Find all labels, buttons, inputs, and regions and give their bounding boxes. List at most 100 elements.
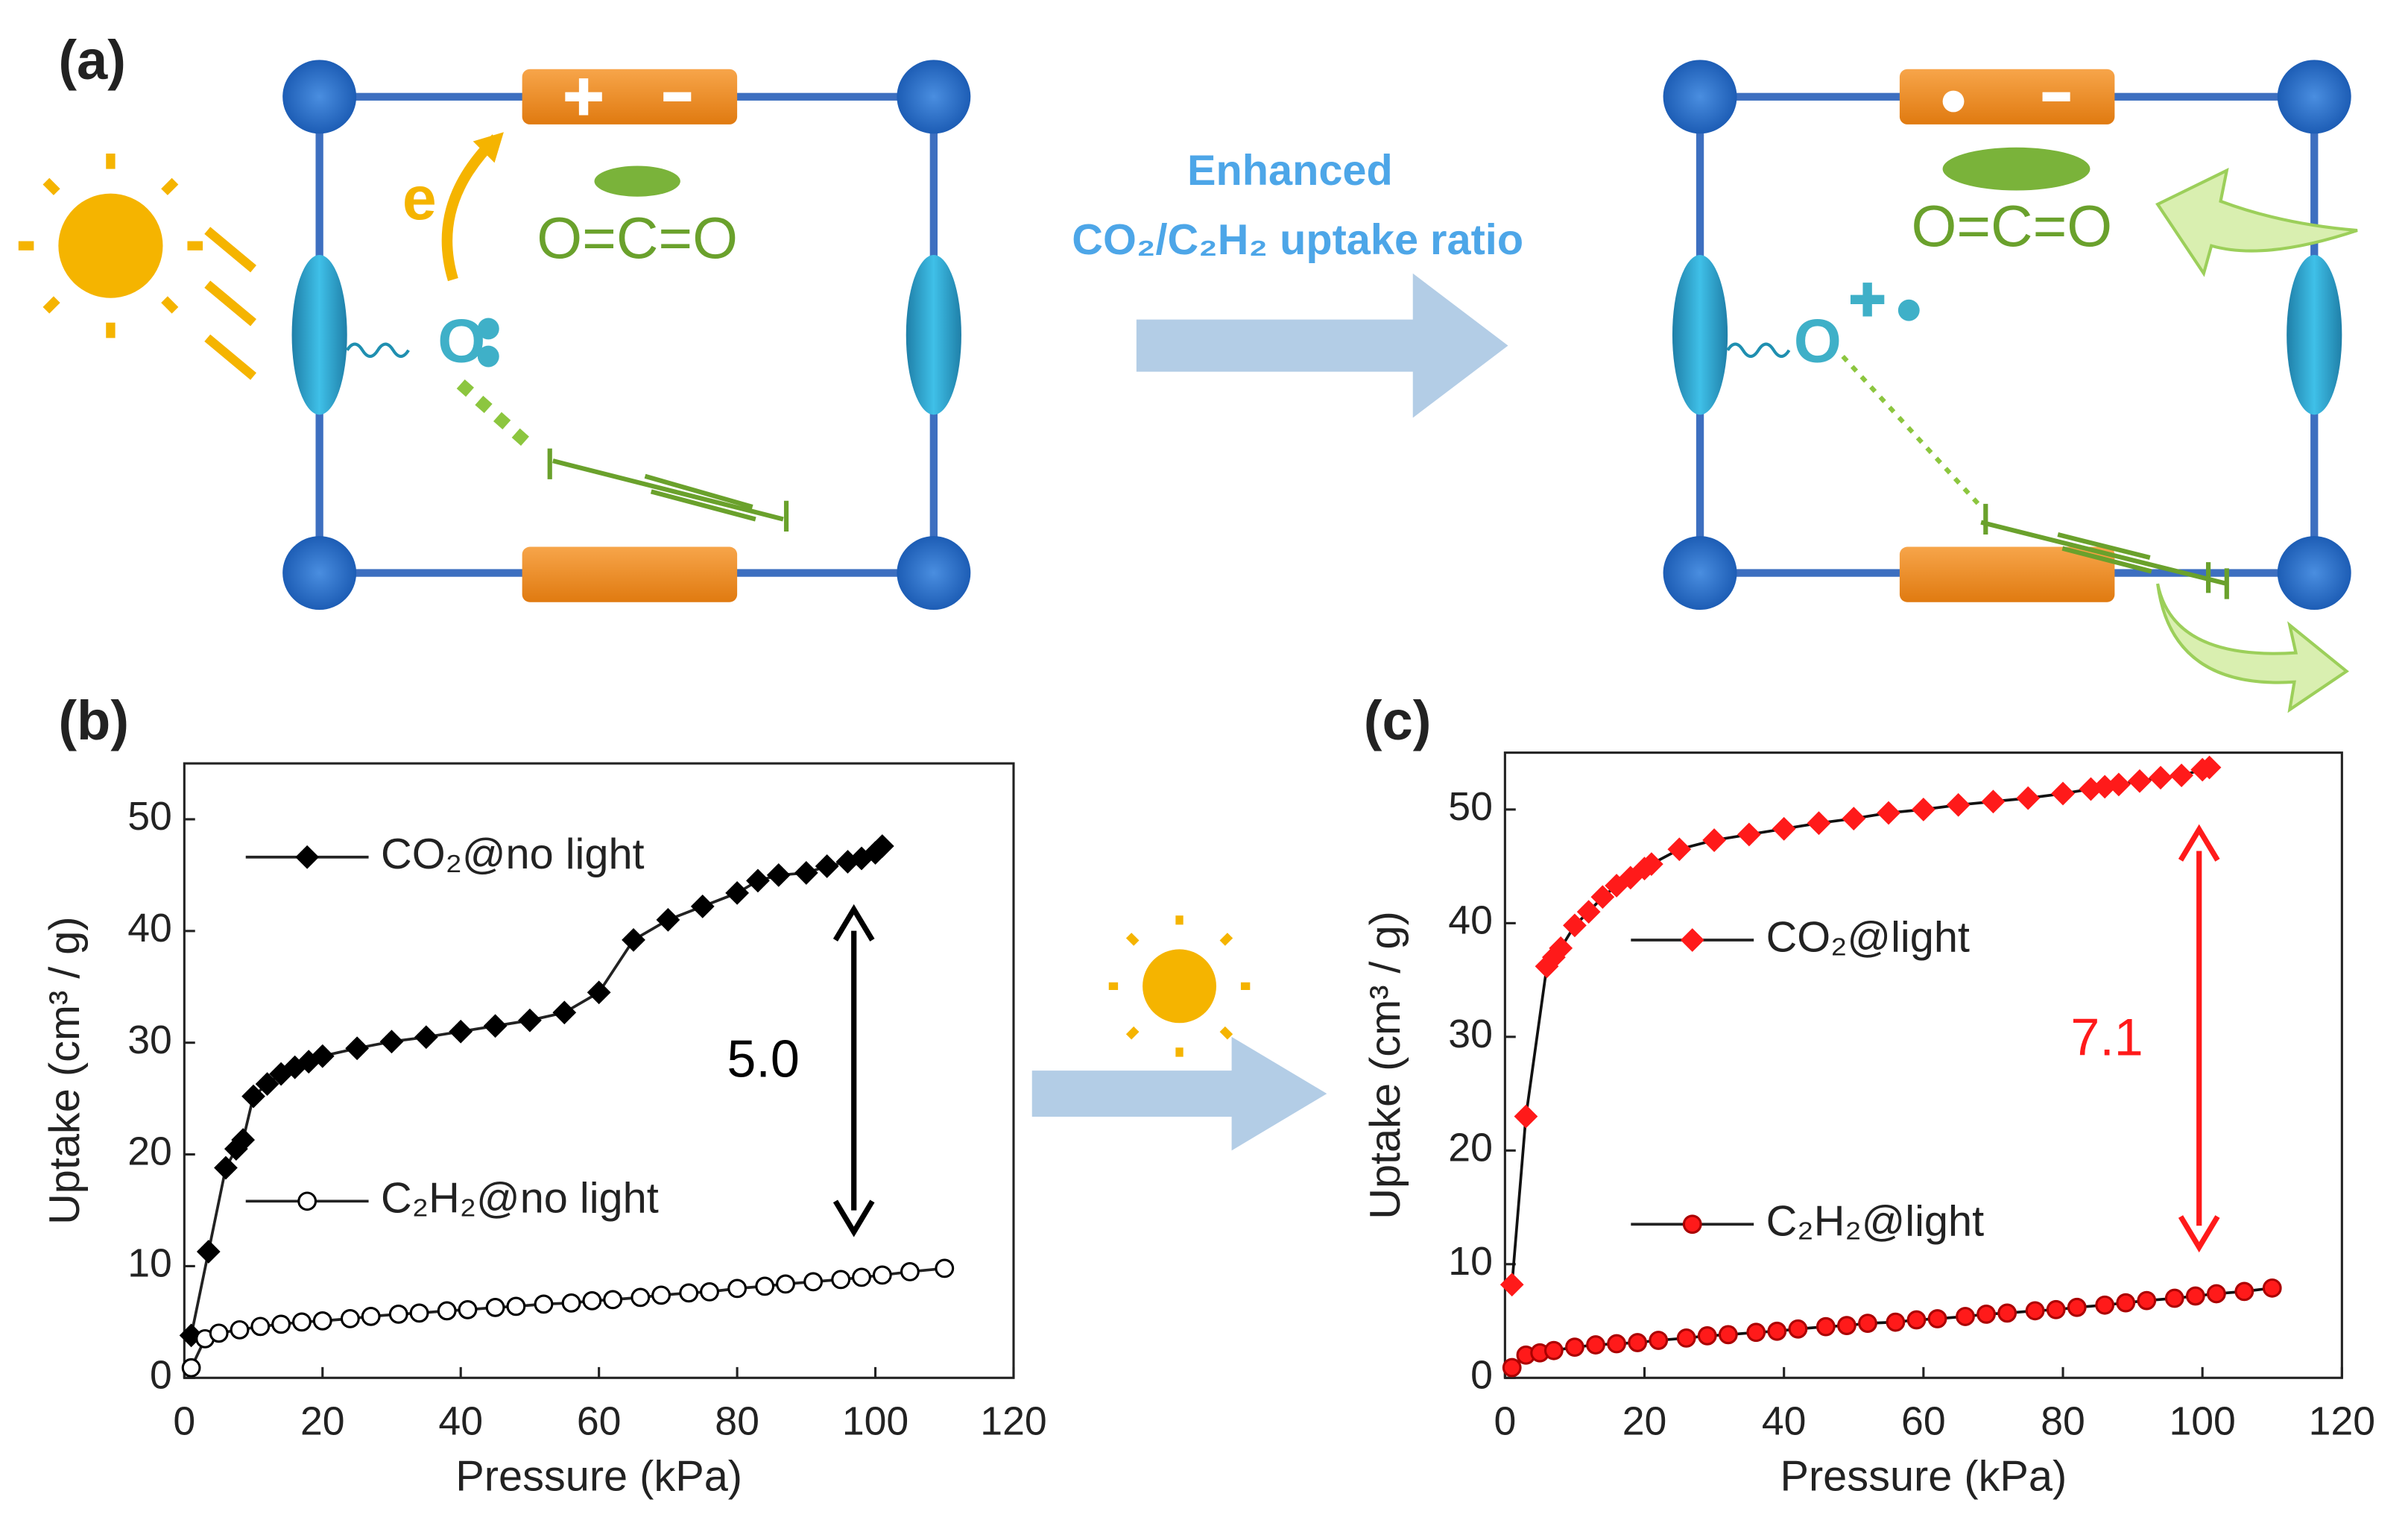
- marker: [1906, 1310, 1927, 1330]
- marker: [361, 1306, 381, 1326]
- series-line: [189, 845, 884, 1336]
- marker: [1565, 1337, 1584, 1357]
- marker: [1788, 1319, 1808, 1339]
- marker: [1981, 789, 2006, 814]
- y-tick-label: 10: [1448, 1240, 1493, 1284]
- co2-label: O=C=O: [1911, 193, 2112, 259]
- y-axis-label: Uptake (cm³ / g): [41, 916, 89, 1225]
- marker: [1842, 807, 1866, 830]
- marker: [587, 980, 611, 1005]
- sun-arrow: [1031, 915, 1327, 1151]
- marker: [1586, 1335, 1605, 1355]
- marker: [651, 1285, 671, 1305]
- y-tick-label: 30: [1448, 1012, 1493, 1056]
- y-tick-label: 0: [1470, 1353, 1493, 1397]
- marker: [2051, 781, 2075, 806]
- marker: [679, 1283, 699, 1303]
- y-tick-label: 50: [127, 795, 172, 839]
- marker: [230, 1319, 250, 1340]
- marker: [1500, 1273, 1524, 1297]
- x-tick-label: 40: [438, 1399, 483, 1443]
- framework-left: [18, 60, 971, 611]
- marker: [831, 1270, 851, 1290]
- x-tick-label: 100: [842, 1399, 908, 1443]
- marker: [388, 1304, 408, 1324]
- marker: [1676, 1328, 1696, 1348]
- marker: [1911, 798, 1935, 822]
- marker: [631, 1287, 651, 1308]
- marker: [2197, 755, 2222, 780]
- marker: [250, 1317, 271, 1337]
- marker: [241, 1084, 265, 1109]
- x-tick-label: 80: [2041, 1399, 2085, 1443]
- marker: [582, 1291, 602, 1311]
- marker: [458, 1299, 478, 1319]
- marker: [900, 1262, 920, 1281]
- marker: [1877, 801, 1900, 825]
- marker: [1767, 1321, 1787, 1341]
- marker: [746, 868, 770, 893]
- y-tick-label: 20: [1448, 1126, 1493, 1170]
- marker: [1886, 1312, 1906, 1332]
- marker: [1837, 1316, 1856, 1336]
- marker: [179, 1323, 203, 1348]
- annotation-arrow-head: [832, 904, 875, 1237]
- arrow-text: Enhanced: [1187, 147, 1393, 195]
- marker: [1640, 852, 1663, 876]
- marker: [2185, 1286, 2205, 1306]
- marker: [803, 1272, 823, 1292]
- legend-label: CO₂@light: [1766, 913, 1970, 961]
- marker: [1946, 792, 1971, 817]
- annotation: 7.1: [2070, 1009, 2143, 1067]
- x-tick-label: 120: [980, 1399, 1046, 1443]
- marker: [1514, 1104, 1538, 1129]
- marker: [2046, 1299, 2066, 1319]
- legend-marker: [1682, 1214, 1702, 1235]
- x-tick-label: 20: [300, 1399, 345, 1443]
- marker: [449, 1019, 473, 1044]
- marker: [766, 863, 791, 887]
- marker: [181, 1358, 201, 1378]
- y-tick-label: 40: [127, 906, 172, 950]
- marker: [1772, 816, 1796, 841]
- marker: [1590, 885, 1615, 909]
- legend-marker: [297, 1191, 317, 1211]
- marker: [483, 1014, 508, 1038]
- marker: [935, 1258, 955, 1278]
- marker: [379, 1029, 404, 1054]
- marker: [1746, 1322, 1766, 1343]
- marker: [2164, 1288, 2184, 1308]
- marker: [794, 861, 818, 885]
- marker: [310, 1044, 335, 1068]
- marker: [700, 1282, 719, 1302]
- marker: [2262, 1278, 2282, 1298]
- marker: [1718, 1325, 1738, 1345]
- x-tick-label: 40: [1762, 1399, 1807, 1443]
- marker: [656, 907, 680, 932]
- panel-label: (b): [58, 690, 129, 751]
- marker: [409, 1303, 429, 1323]
- marker: [485, 1297, 505, 1317]
- marker: [1737, 822, 1761, 847]
- legend-label: C₂H₂@no light: [381, 1175, 659, 1223]
- x-tick-label: 20: [1622, 1399, 1667, 1443]
- marker: [725, 881, 749, 905]
- marker: [1927, 1309, 1947, 1328]
- marker: [1628, 1333, 1648, 1352]
- marker: [603, 1290, 623, 1310]
- marker: [209, 1323, 229, 1343]
- arrow-text: CO₂/C₂H₂ uptake ratio: [1072, 216, 1523, 264]
- marker: [292, 1312, 312, 1332]
- y-tick-label: 10: [127, 1242, 172, 1286]
- marker: [271, 1314, 291, 1334]
- marker: [1576, 900, 1601, 924]
- marker: [2107, 772, 2131, 797]
- marker: [1649, 1331, 1669, 1350]
- marker: [506, 1296, 526, 1317]
- marker: [196, 1240, 221, 1264]
- marker: [561, 1293, 581, 1313]
- y-tick-label: 50: [1448, 785, 1493, 829]
- marker: [1976, 1305, 1996, 1324]
